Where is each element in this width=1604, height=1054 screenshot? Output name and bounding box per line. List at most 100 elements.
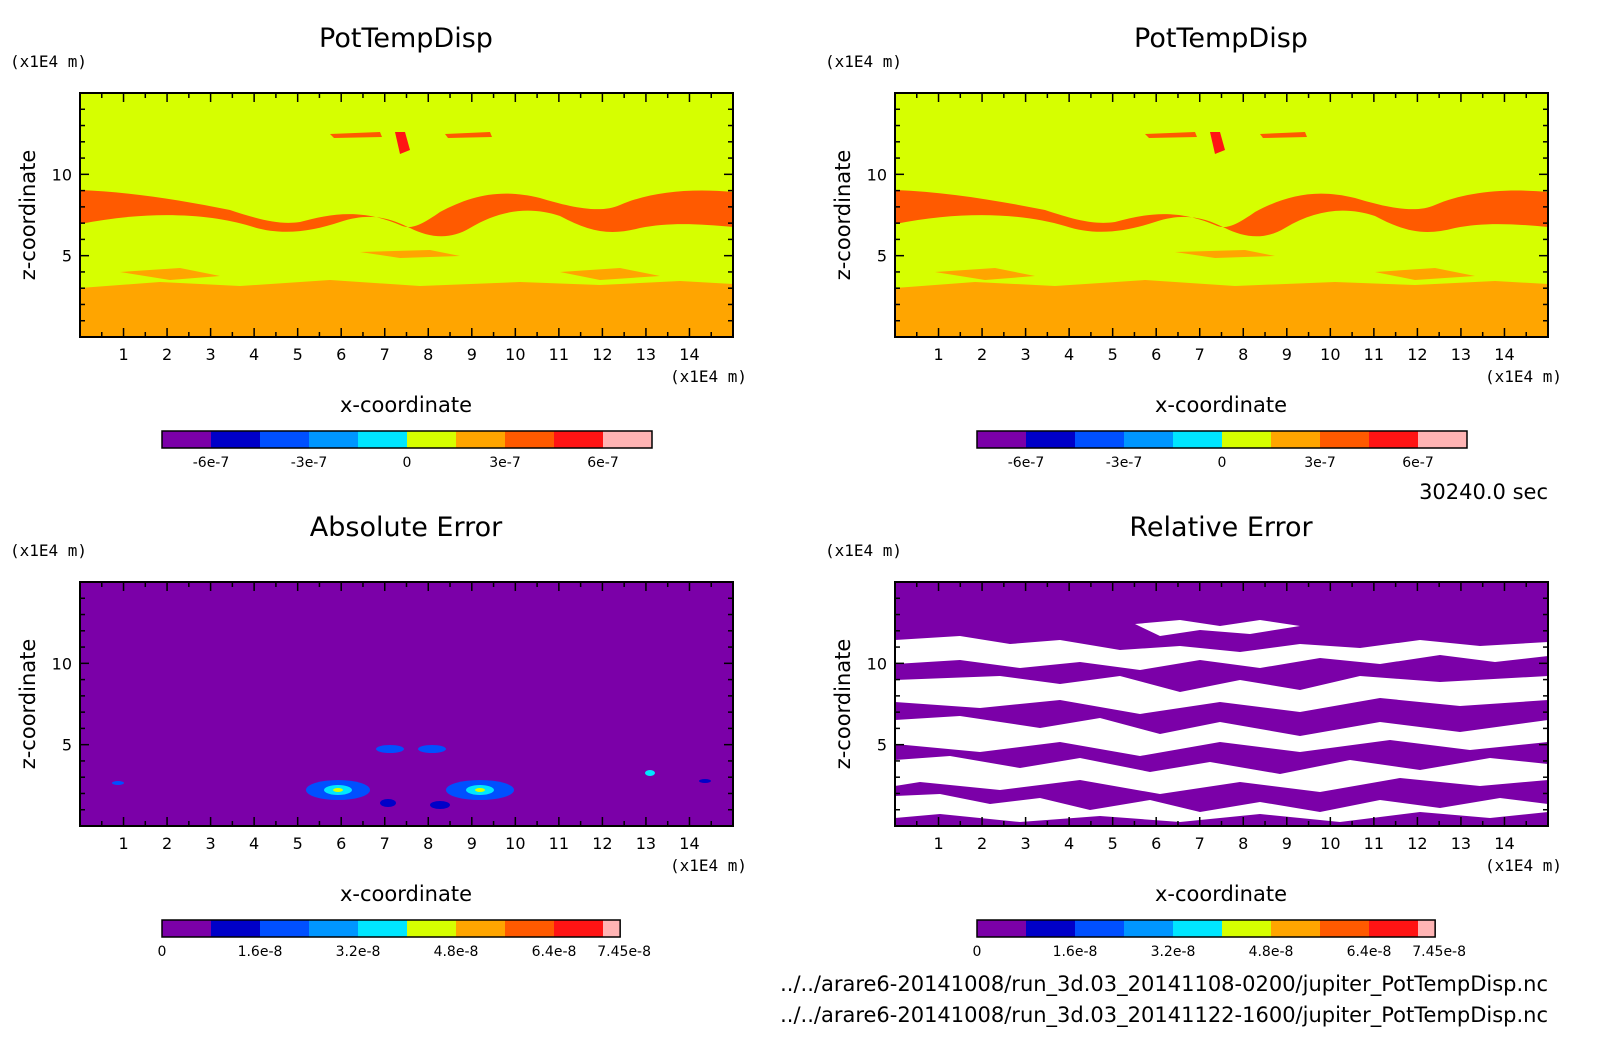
colorbar-swatch <box>505 920 555 937</box>
x-tick-label: 14 <box>1494 834 1514 853</box>
x-tick-label: 8 <box>1238 834 1248 853</box>
x-tick-label: 4 <box>1064 345 1074 364</box>
colorbar-swatch <box>1026 431 1076 448</box>
x-tick-label: 6 <box>1151 345 1161 364</box>
x-tick-label: 12 <box>1407 345 1427 364</box>
x-tick-label: 13 <box>636 345 656 364</box>
colorbar-swatch <box>603 920 621 937</box>
x-tick-label: 14 <box>679 834 699 853</box>
y-tick-label: 10 <box>52 654 72 673</box>
colorbar-swatch <box>456 920 506 937</box>
y-axis-label: z-coordinate <box>16 639 40 770</box>
colorbar-tick-label: -6e-7 <box>1008 455 1045 471</box>
colorbar-swatch <box>1271 431 1321 448</box>
chart-panel-2: PotTempDisp(x1E4 m)1 2 3 4 5 6 7 8 9 10 11 12 13 1451… <box>825 23 1562 471</box>
colorbar-swatch <box>603 431 653 448</box>
x-tick-label: 13 <box>1451 345 1471 364</box>
relative-error-field <box>895 582 1548 826</box>
y-tick-label: 5 <box>62 247 72 266</box>
colorbar-tick-label: 7.45e-8 <box>597 944 651 960</box>
chart-panel-3: Absolute Error(x1E4 m)1 2 3 4 5 6 7 8 9 10 11 12 13 1… <box>10 512 747 960</box>
x-tick-label: 1 <box>118 834 128 853</box>
colorbar-swatch <box>1075 920 1125 937</box>
time-label: 30240.0 sec <box>1419 480 1548 504</box>
chart-panel-4: Relative Error(x1E4 m)1 2 3 4 5 6 7 8 9 10 11 12 13 1… <box>825 512 1562 960</box>
colorbar-tick-label: -3e-7 <box>291 455 328 471</box>
colorbar-swatch <box>407 920 457 937</box>
colorbar-tick-label: 6.4e-8 <box>1347 944 1392 960</box>
colorbar-swatch <box>1222 431 1272 448</box>
colorbar-tick-label: 3.2e-8 <box>1151 944 1196 960</box>
x-tick-label: 8 <box>423 345 433 364</box>
x-tick-label: 1 <box>933 834 943 853</box>
x-tick-label: 2 <box>977 345 987 364</box>
x-tick-label: 5 <box>1108 345 1118 364</box>
y-tick-label: 10 <box>867 165 887 184</box>
colorbar-frame <box>161 919 621 938</box>
x-tick-label: 7 <box>380 345 390 364</box>
y-tick-label: 10 <box>52 165 72 184</box>
colorbar-swatch <box>211 920 261 937</box>
x-axis-label: x-coordinate <box>1155 882 1287 906</box>
y-axis-label: z-coordinate <box>16 150 40 281</box>
colorbar-swatch <box>1369 920 1419 937</box>
x-unit-label: (x1E4 m) <box>1485 367 1562 386</box>
colorbar-swatch <box>1075 431 1125 448</box>
colorbar-tick-label: 7.45e-8 <box>1412 944 1466 960</box>
x-tick-label: 2 <box>162 345 172 364</box>
colorbar-tick-label: 6e-7 <box>587 455 618 471</box>
colorbar-swatch <box>162 920 212 937</box>
x-tick-label: 11 <box>549 345 569 364</box>
x-tick-label: 6 <box>1151 834 1161 853</box>
chart-title: Absolute Error <box>310 512 503 543</box>
colorbar-swatch <box>260 431 310 448</box>
colorbar-tick-label: 3e-7 <box>489 455 520 471</box>
x-unit-label: (x1E4 m) <box>670 367 747 386</box>
y-tick-label: 10 <box>867 654 887 673</box>
colorbar-swatch <box>505 431 555 448</box>
y-unit-label: (x1E4 m) <box>825 541 902 560</box>
colorbar-swatch <box>456 431 506 448</box>
x-tick-label: 13 <box>636 834 656 853</box>
x-tick-label: 7 <box>1195 834 1205 853</box>
x-unit-label: (x1E4 m) <box>1485 856 1562 875</box>
file-path-2: ../../arare6-20141008/run_3d.03_20141122… <box>780 1003 1548 1028</box>
x-axis-label: x-coordinate <box>340 882 472 906</box>
colorbar-tick-label: 4.8e-8 <box>434 944 479 960</box>
x-tick-label: 8 <box>1238 345 1248 364</box>
chart-panel-1: PotTempDisp(x1E4 m)1 2 3 4 5 6 7 8 9 10 11 12 13 1451… <box>10 23 747 471</box>
x-tick-label: 9 <box>467 345 477 364</box>
chart-title: PotTempDisp <box>319 23 493 54</box>
x-tick-label: 6 <box>336 834 346 853</box>
x-tick-label: 9 <box>467 834 477 853</box>
x-tick-label: 11 <box>1364 345 1384 364</box>
colorbar-swatch <box>1320 920 1370 937</box>
y-unit-label: (x1E4 m) <box>825 52 902 71</box>
colorbar-frame <box>976 919 1436 938</box>
colorbar-tick-label: 6.4e-8 <box>532 944 577 960</box>
colorbar-swatch <box>554 431 604 448</box>
colorbar-swatch <box>1026 920 1076 937</box>
colorbar-tick-label: -6e-7 <box>193 455 230 471</box>
x-tick-label: 2 <box>977 834 987 853</box>
x-tick-label: 4 <box>249 834 259 853</box>
x-tick-label: 3 <box>206 834 216 853</box>
colorbar-tick-label: 0 <box>1218 455 1227 471</box>
chart-title: Relative Error <box>1129 512 1313 543</box>
colorbar-swatch <box>358 431 408 448</box>
colorbar-swatch <box>1418 431 1468 448</box>
colorbar-tick-label: 1.6e-8 <box>1053 944 1098 960</box>
x-tick-label: 11 <box>549 834 569 853</box>
y-tick-label: 5 <box>877 247 887 266</box>
colorbar-tick-label: 4.8e-8 <box>1249 944 1294 960</box>
x-tick-label: 10 <box>1320 834 1340 853</box>
file-path-1: ../../arare6-20141008/run_3d.03_20141108… <box>780 972 1548 997</box>
x-tick-label: 4 <box>1064 834 1074 853</box>
colorbar-swatch <box>1222 920 1272 937</box>
x-unit-label: (x1E4 m) <box>670 856 747 875</box>
x-tick-label: 5 <box>293 834 303 853</box>
colorbar-swatch <box>977 431 1027 448</box>
x-tick-label: 12 <box>592 345 612 364</box>
colorbar-tick-label: 3.2e-8 <box>336 944 381 960</box>
y-unit-label: (x1E4 m) <box>10 52 87 71</box>
